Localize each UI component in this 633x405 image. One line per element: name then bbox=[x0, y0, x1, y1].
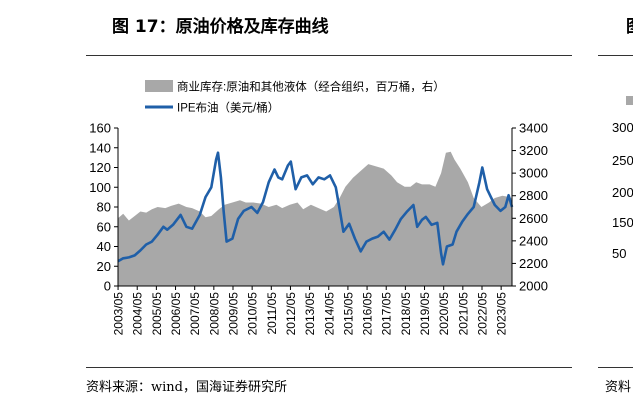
x-axis-tick-label: 2013/05 bbox=[303, 292, 317, 336]
title-rule bbox=[86, 55, 572, 56]
adjacent-axis-tick-label: 300 bbox=[612, 120, 633, 135]
series-area-inventory bbox=[118, 151, 512, 286]
adjacent-axis-tick-label: 200 bbox=[612, 185, 633, 200]
price-inventory-chart: 商业库存:原油和其他液体（经合组织，百万桶，右） IPE布油（美元/桶） 020… bbox=[89, 80, 633, 335]
x-axis-tick-label: 2019/05 bbox=[418, 292, 432, 336]
x-axis-tick-label: 2011/05 bbox=[265, 292, 279, 335]
next-source-fragment: 资料 bbox=[605, 380, 632, 395]
x-axis-tick-label: 2017/05 bbox=[380, 292, 394, 336]
x-axis-tick-label: 2016/05 bbox=[361, 292, 375, 336]
right-axis-tick-label: 2400 bbox=[519, 233, 548, 248]
x-axis-tick-label: 2003/05 bbox=[112, 292, 126, 336]
source-note: 资料来源：wind，国海证券研究所 bbox=[86, 380, 287, 395]
legend-label-brent: IPE布油（美元/桶） bbox=[177, 101, 279, 115]
adjacent-axis-tick-label: 150 bbox=[612, 215, 633, 230]
figure-title: 图 17：原油价格及库存曲线 bbox=[112, 17, 329, 37]
x-axis-tick-label: 2004/05 bbox=[131, 292, 145, 336]
axes: 0 20 40 60 80 100 120 140 160 2000 2200 2400 2600 280… bbox=[89, 96, 633, 335]
x-axis-tick-label: 2023/05 bbox=[495, 292, 509, 336]
left-axis-tick-label: 20 bbox=[97, 259, 111, 274]
x-axis-tick-label: 2018/05 bbox=[399, 292, 413, 336]
right-axis-tick-label: 3000 bbox=[519, 166, 548, 181]
plot-area bbox=[117, 151, 514, 286]
right-axis-tick-label: 3200 bbox=[519, 143, 548, 158]
x-axis-tick-label: 2006/05 bbox=[169, 292, 183, 336]
left-axis-tick-label: 140 bbox=[89, 140, 111, 155]
right-axis-tick-label: 2600 bbox=[519, 211, 548, 226]
x-axis-tick-label: 2022/05 bbox=[475, 292, 489, 336]
right-axis-tick-label: 2200 bbox=[519, 256, 548, 271]
left-axis-tick-label: 60 bbox=[97, 219, 111, 234]
x-axis-tick-label: 2021/05 bbox=[456, 292, 470, 336]
adjacent-legend-swatch bbox=[626, 96, 633, 105]
left-axis-tick-label: 160 bbox=[89, 121, 111, 136]
left-axis-tick-label: 100 bbox=[89, 180, 111, 195]
source-rule-right bbox=[598, 367, 633, 368]
x-axis-tick-label: 2009/05 bbox=[226, 292, 240, 336]
legend-label-inventory: 商业库存:原油和其他液体（经合组织，百万桶，右） bbox=[177, 80, 445, 94]
adjacent-axis-tick-label: 50 bbox=[612, 246, 626, 261]
chart-legend: 商业库存:原油和其他液体（经合组织，百万桶，右） IPE布油（美元/桶） bbox=[145, 80, 445, 115]
left-axis-tick-label: 120 bbox=[89, 160, 111, 175]
x-axis-tick-label: 2005/05 bbox=[150, 292, 164, 336]
x-axis-tick-label: 2008/05 bbox=[207, 292, 221, 336]
left-axis-tick-label: 40 bbox=[97, 239, 111, 254]
legend-swatch-inventory bbox=[145, 80, 173, 92]
x-axis-tick-label: 2014/05 bbox=[322, 292, 336, 336]
x-axis-tick-label: 2007/05 bbox=[188, 292, 202, 336]
title-rule-right bbox=[598, 55, 633, 56]
source-rule bbox=[86, 367, 572, 368]
x-axis-tick-label: 2010/05 bbox=[246, 292, 260, 336]
adjacent-axis-tick-label: 250 bbox=[612, 153, 633, 168]
x-axis-tick-label: 2015/05 bbox=[341, 292, 355, 336]
x-axis-tick-label: 2020/05 bbox=[437, 292, 451, 336]
series-line-brent bbox=[117, 151, 514, 266]
right-axis-tick-label: 3400 bbox=[519, 121, 548, 136]
left-axis-tick-label: 0 bbox=[104, 279, 111, 294]
right-axis-tick-label: 2800 bbox=[519, 188, 548, 203]
right-axis-tick-label: 2000 bbox=[519, 279, 548, 294]
left-axis-tick-label: 80 bbox=[97, 200, 111, 215]
adjacent-chart-fragment: 300 250 200 150 50 bbox=[612, 96, 633, 261]
x-axis-tick-label: 2012/05 bbox=[284, 292, 298, 336]
next-figure-title-fragment: 图 bbox=[626, 12, 633, 37]
